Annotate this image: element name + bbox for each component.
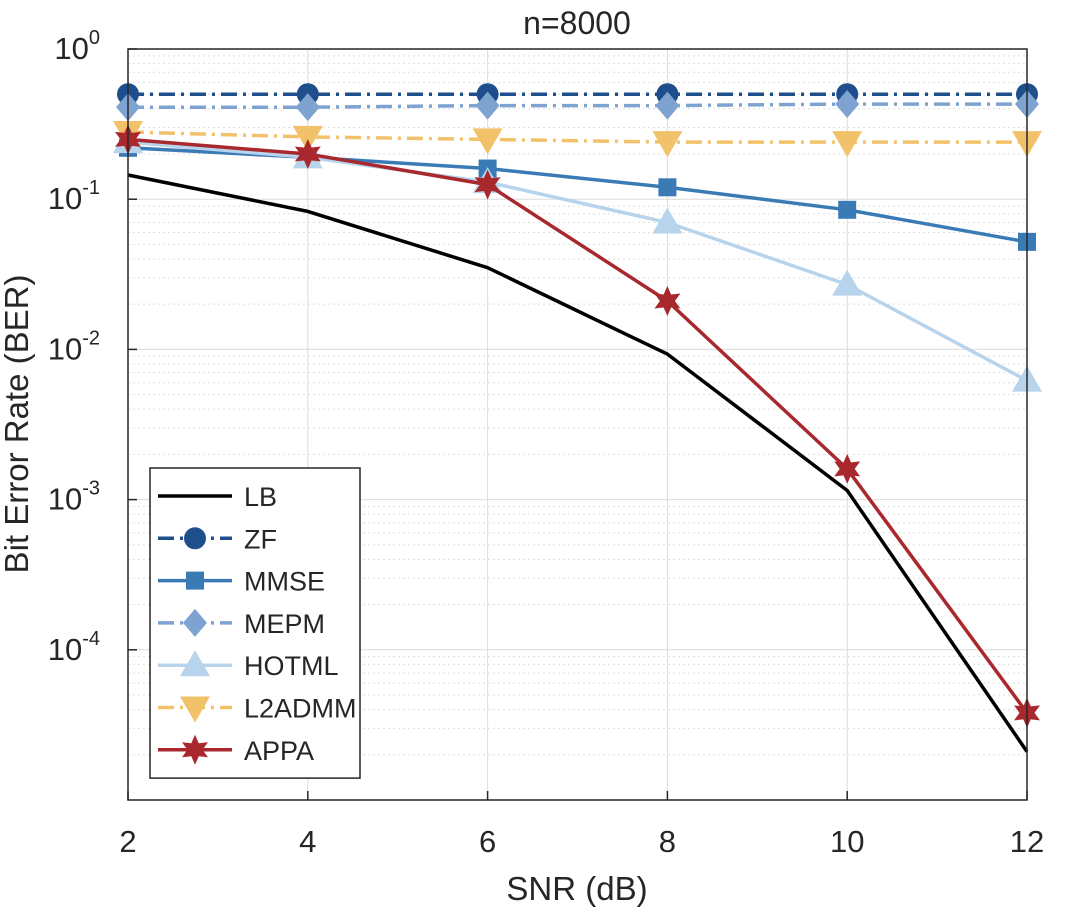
data-point (182, 734, 208, 765)
x-tick-label: 10 (830, 824, 864, 859)
data-point (654, 286, 681, 316)
data-point (652, 131, 683, 158)
legend-label: L2ADMM (244, 694, 357, 724)
series-lb (127, 173, 1029, 753)
legend-label: LB (244, 482, 277, 512)
legend-entry-lb: LB (158, 482, 277, 512)
data-point (834, 453, 861, 484)
legend-label: MMSE (244, 567, 325, 597)
x-tick-label: 12 (1010, 824, 1044, 859)
y-tick-label: 10-2 (48, 327, 100, 366)
data-point (475, 91, 500, 120)
legend-entry-l2admm: L2ADMM (158, 694, 357, 724)
plot-frame (127, 48, 1028, 801)
data-point (472, 128, 503, 155)
data-point (180, 696, 210, 723)
x-tick-label: 8 (659, 824, 676, 859)
y-tick-label: 10-4 (48, 628, 100, 667)
data-point (832, 131, 863, 158)
x-tick-labels: 2 4 6 8 10 12 (119, 791, 1044, 859)
data-point (292, 125, 323, 152)
chart-title: n=8000 (523, 5, 631, 41)
legend-entry-appa: APPA (158, 734, 314, 766)
series-line (127, 173, 1029, 753)
data-point (295, 93, 320, 122)
legend-label: MEPM (244, 609, 325, 639)
legend-label: HOTML (244, 651, 339, 681)
data-point (180, 650, 210, 677)
legend-entry-hotml: HOTML (158, 650, 339, 681)
data-point (832, 269, 863, 296)
x-axis-label: SNR (dB) (506, 870, 647, 907)
series-line (127, 140, 1028, 383)
data-point (474, 169, 501, 200)
legend-entry-zf: ZF (158, 524, 277, 554)
y-tick-label: 10-1 (48, 177, 100, 216)
data-point (184, 527, 206, 550)
y-tick-label: 10-3 (48, 478, 100, 517)
x-tick-label: 4 (299, 824, 316, 859)
series-line (128, 102, 1027, 109)
x-tick-label: 2 (119, 824, 136, 859)
legend-label: APPA (244, 736, 314, 766)
legend-entry-mmse: MMSE (158, 567, 325, 597)
y-tick-label: 100 (54, 27, 100, 66)
y-tick-labels: 100 10-1 10-2 10-3 10-4 (48, 27, 137, 667)
data-point (186, 571, 204, 590)
data-point (652, 207, 683, 234)
series-line (127, 137, 1029, 714)
data-point (838, 200, 857, 219)
y-axis-label: Bit Error Rate (BER) (0, 275, 35, 574)
legend-label: ZF (244, 524, 277, 554)
x-tick-label: 6 (479, 824, 496, 859)
data-point (655, 91, 680, 120)
data-point (294, 139, 321, 169)
series-line (127, 130, 1027, 144)
legend: LB ZF MMSE MEPM HOTML L2ADMM APPA (149, 467, 361, 779)
legend-entry-mepm: MEPM (158, 608, 325, 639)
data-point (835, 90, 860, 119)
data-point (658, 178, 677, 197)
data-point (183, 608, 207, 637)
